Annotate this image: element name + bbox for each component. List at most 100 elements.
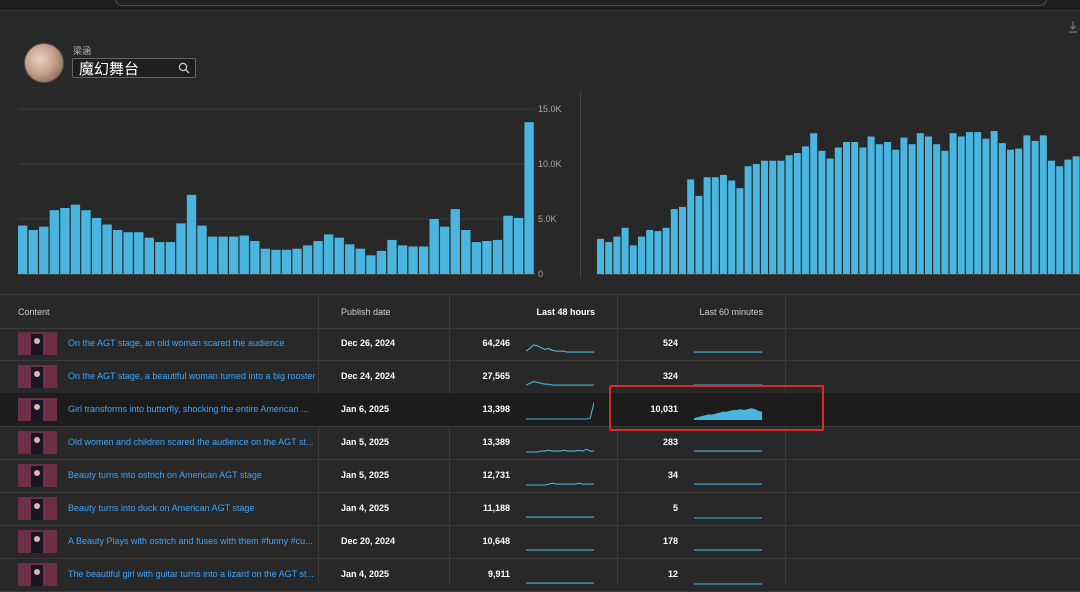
chart-bar[interactable] (843, 142, 850, 274)
chart-bar[interactable] (752, 164, 760, 274)
chart-bar[interactable] (728, 180, 736, 275)
chart-bar[interactable] (334, 237, 344, 274)
chart-bar[interactable] (271, 249, 281, 274)
chart-bar[interactable] (957, 136, 965, 275)
chart-bar[interactable] (81, 210, 91, 274)
chart-bar[interactable] (345, 244, 355, 274)
chart-bar[interactable] (1056, 166, 1064, 274)
chart-bar[interactable] (176, 223, 186, 274)
video-title-link[interactable]: Beauty turns into ostrich on American AG… (68, 470, 262, 480)
chart-bar[interactable] (492, 239, 503, 274)
video-thumbnail[interactable] (18, 497, 57, 520)
chart-bar[interactable] (629, 245, 637, 274)
chart-bar[interactable] (250, 241, 260, 274)
video-thumbnail[interactable] (18, 332, 57, 355)
chart-bar[interactable] (925, 136, 932, 275)
chart-bar[interactable] (892, 149, 900, 274)
chart-bar[interactable] (687, 179, 695, 274)
chart-bar[interactable] (144, 237, 154, 274)
chart-bar[interactable] (408, 246, 418, 275)
chart-bar[interactable] (949, 133, 957, 274)
chart-bar[interactable] (49, 210, 59, 274)
table-row[interactable]: Old women and children scared the audien… (0, 426, 1080, 460)
chart-bar[interactable] (155, 242, 165, 274)
chart-bar[interactable] (450, 209, 460, 274)
video-thumbnail[interactable] (18, 398, 57, 421)
chart-bar[interactable] (302, 245, 313, 274)
chart-bar[interactable] (736, 188, 744, 274)
table-row[interactable]: Beauty turns into duck on American AGT s… (0, 492, 1080, 526)
chart-bar[interactable] (998, 143, 1006, 274)
header-last-60-minutes[interactable]: Last 60 minutes (699, 307, 763, 317)
chart-bar[interactable] (703, 177, 711, 274)
chart-bar[interactable] (941, 150, 949, 274)
chart-bar[interactable] (826, 158, 834, 275)
chart-bar[interactable] (524, 122, 534, 274)
chart-bar[interactable] (884, 142, 891, 274)
chart-bar[interactable] (112, 230, 123, 274)
chart-bar[interactable] (91, 217, 102, 274)
header-publish-date[interactable]: Publish date (341, 307, 391, 317)
chart-bar[interactable] (471, 242, 482, 274)
chart-bar[interactable] (165, 242, 176, 274)
table-row[interactable]: On the AGT stage, a beautiful woman turn… (0, 360, 1080, 394)
chart-bar[interactable] (260, 248, 271, 274)
search-input[interactable] (79, 60, 175, 76)
chart-bar[interactable] (1023, 135, 1031, 274)
chart-bar[interactable] (134, 232, 144, 274)
chart-bar[interactable] (867, 136, 875, 275)
chart-bar[interactable] (654, 231, 662, 274)
table-row[interactable]: The beautiful girl with guitar turns int… (0, 558, 1080, 592)
video-title-link[interactable]: On the AGT stage, a beautiful woman turn… (68, 371, 316, 381)
chart-bar[interactable] (605, 242, 613, 274)
chart-bar[interactable] (785, 155, 793, 274)
chart-bar[interactable] (323, 234, 334, 274)
chart-bar[interactable] (679, 206, 686, 274)
chart-bar[interactable] (875, 144, 883, 274)
chart-bar[interactable] (834, 147, 842, 275)
video-title-link[interactable]: Beauty turns into duck on American AGT s… (68, 503, 255, 513)
search-icon[interactable] (178, 62, 190, 74)
search-box[interactable] (72, 58, 196, 78)
chart-bar[interactable] (638, 236, 645, 274)
avatar[interactable] (24, 43, 64, 83)
chart-bar[interactable] (123, 232, 133, 274)
chart-bar[interactable] (621, 227, 629, 274)
chart-bar[interactable] (18, 225, 28, 274)
chart-bar[interactable] (982, 138, 990, 274)
chart-bar[interactable] (613, 236, 621, 274)
chart-bar[interactable] (933, 144, 941, 274)
chart-bar[interactable] (461, 230, 471, 274)
chart-bar[interactable] (802, 146, 809, 274)
chart-bar[interactable] (355, 248, 365, 274)
chart-bar[interactable] (218, 236, 228, 274)
chart-bar[interactable] (1072, 156, 1080, 274)
chart-bar[interactable] (239, 235, 249, 275)
chart-bar[interactable] (990, 131, 998, 274)
chart-bar[interactable] (39, 226, 49, 274)
video-title-link[interactable]: Old women and children scared the audien… (68, 437, 314, 447)
video-thumbnail[interactable] (18, 530, 57, 553)
chart-bar[interactable] (281, 249, 292, 274)
video-thumbnail[interactable] (18, 431, 57, 454)
chart-bar[interactable] (810, 133, 818, 274)
chart-bar[interactable] (597, 238, 604, 274)
chart-bar[interactable] (429, 219, 439, 274)
chart-bar[interactable] (513, 217, 524, 274)
header-content[interactable]: Content (18, 307, 50, 317)
video-thumbnail[interactable] (18, 365, 57, 388)
chart-bar[interactable] (777, 160, 785, 274)
chart-bar[interactable] (720, 175, 727, 274)
chart-bar[interactable] (60, 208, 70, 274)
chart-bar[interactable] (695, 195, 703, 274)
chart-bar[interactable] (662, 227, 670, 274)
chart-bar[interactable] (292, 248, 302, 274)
chart-bar[interactable] (670, 209, 678, 274)
chart-bar[interactable] (851, 142, 859, 274)
chart-bar[interactable] (186, 194, 197, 274)
chart-bar[interactable] (197, 225, 207, 274)
download-icon[interactable] (1068, 20, 1078, 34)
header-last-48-hours[interactable]: Last 48 hours (536, 307, 595, 317)
chart-bar[interactable] (966, 132, 973, 274)
chart-bar[interactable] (418, 246, 429, 275)
